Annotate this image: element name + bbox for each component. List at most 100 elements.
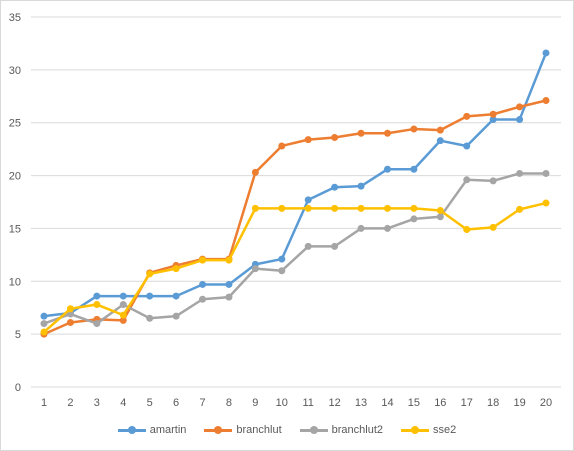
x-tick-label: 2 bbox=[67, 397, 73, 409]
x-tick-label: 15 bbox=[408, 397, 420, 409]
data-point-branchlut bbox=[119, 316, 127, 324]
x-tick-label: 18 bbox=[487, 397, 499, 409]
data-point-amartin bbox=[542, 49, 550, 57]
data-point-branchlut bbox=[542, 97, 550, 105]
legend-label: sse2 bbox=[433, 424, 457, 436]
data-point-amartin bbox=[331, 183, 339, 191]
legend: amartin branchlut branchlut2 sse2 bbox=[1, 424, 573, 436]
data-point-amartin bbox=[463, 142, 471, 150]
legend-item-sse2: sse2 bbox=[401, 424, 456, 436]
data-point-branchlut bbox=[278, 142, 286, 150]
data-point-branchlut bbox=[463, 112, 471, 120]
x-tick-label: 8 bbox=[226, 397, 232, 409]
data-point-sse2 bbox=[146, 270, 154, 278]
data-point-sse2 bbox=[383, 204, 391, 212]
data-point-branchlut bbox=[66, 319, 74, 327]
y-tick-label: 25 bbox=[9, 118, 21, 130]
data-point-branchlut2 bbox=[172, 312, 180, 320]
data-point-amartin bbox=[489, 116, 497, 124]
series-line-amartin bbox=[43, 52, 548, 318]
data-point-sse2 bbox=[436, 206, 444, 214]
legend-label: amartin bbox=[149, 424, 187, 436]
data-point-branchlut2 bbox=[489, 177, 497, 185]
data-point-branchlut bbox=[410, 125, 418, 133]
data-point-sse2 bbox=[516, 205, 524, 213]
data-point-branchlut2 bbox=[410, 215, 418, 223]
data-point-branchlut bbox=[383, 129, 391, 137]
data-point-sse2 bbox=[542, 199, 550, 207]
data-point-branchlut2 bbox=[66, 310, 74, 318]
x-tick-label: 16 bbox=[434, 397, 446, 409]
data-point-amartin bbox=[383, 165, 391, 173]
x-tick-label: 1 bbox=[41, 397, 47, 409]
data-point-amartin bbox=[225, 280, 233, 288]
data-point-branchlut bbox=[357, 129, 365, 137]
data-point-sse2 bbox=[357, 204, 365, 212]
data-point-sse2 bbox=[199, 256, 207, 264]
data-point-sse2 bbox=[251, 204, 259, 212]
x-tick-label: 20 bbox=[540, 397, 552, 409]
data-point-branchlut2 bbox=[331, 242, 339, 250]
legend-swatch bbox=[299, 425, 328, 435]
x-tick-label: 4 bbox=[120, 397, 126, 409]
data-point-sse2 bbox=[304, 204, 312, 212]
data-point-sse2 bbox=[225, 256, 233, 264]
x-tick-label: 11 bbox=[302, 397, 313, 409]
data-point-amartin bbox=[93, 292, 101, 300]
data-point-branchlut bbox=[489, 110, 497, 118]
data-point-amartin bbox=[278, 255, 286, 263]
x-tick-label: 3 bbox=[94, 397, 100, 409]
data-point-amartin bbox=[119, 292, 127, 300]
legend-swatch bbox=[204, 425, 233, 435]
series-line-branchlut2 bbox=[43, 172, 546, 325]
data-point-branchlut bbox=[251, 168, 259, 176]
y-tick-label: 20 bbox=[9, 171, 21, 183]
data-point-branchlut2 bbox=[119, 301, 127, 309]
x-tick-label: 9 bbox=[252, 397, 258, 409]
data-point-sse2 bbox=[463, 225, 471, 233]
legend-swatch bbox=[117, 425, 146, 435]
x-tick-label: 19 bbox=[513, 397, 525, 409]
data-point-sse2 bbox=[40, 328, 48, 336]
data-point-branchlut2 bbox=[199, 295, 207, 303]
data-point-amartin bbox=[410, 165, 418, 173]
series-line-branchlut bbox=[43, 99, 547, 336]
data-point-branchlut2 bbox=[542, 169, 550, 177]
x-tick-label: 14 bbox=[381, 397, 393, 409]
data-point-branchlut2 bbox=[516, 169, 524, 177]
data-point-branchlut2 bbox=[357, 224, 365, 232]
x-tick-label: 12 bbox=[329, 397, 341, 409]
data-point-amartin bbox=[40, 312, 48, 320]
y-tick-label: 35 bbox=[9, 12, 21, 24]
x-tick-label: 6 bbox=[173, 397, 179, 409]
data-point-branchlut bbox=[331, 134, 339, 142]
data-point-branchlut2 bbox=[251, 265, 259, 273]
data-point-sse2 bbox=[119, 311, 127, 319]
x-tick-label: 13 bbox=[355, 397, 367, 409]
data-point-amartin bbox=[304, 196, 312, 204]
legend-item-branchlut2: branchlut2 bbox=[299, 424, 383, 436]
legend-label: branchlut bbox=[236, 424, 282, 436]
data-point-branchlut bbox=[304, 136, 312, 144]
y-tick-label: 10 bbox=[9, 276, 21, 288]
data-point-sse2 bbox=[410, 204, 418, 212]
data-point-branchlut2 bbox=[304, 242, 312, 250]
x-tick-label: 17 bbox=[461, 397, 473, 409]
y-tick-label: 30 bbox=[9, 65, 21, 77]
data-point-branchlut bbox=[436, 126, 444, 134]
data-point-branchlut2 bbox=[40, 320, 48, 328]
x-tick-label: 7 bbox=[199, 397, 205, 409]
data-point-sse2 bbox=[331, 204, 339, 212]
data-point-amartin bbox=[146, 292, 154, 300]
data-point-branchlut bbox=[516, 103, 524, 111]
data-point-branchlut2 bbox=[278, 267, 286, 275]
data-point-branchlut2 bbox=[225, 293, 233, 301]
legend-item-amartin: amartin bbox=[117, 424, 187, 436]
data-point-branchlut2 bbox=[383, 224, 391, 232]
data-point-sse2 bbox=[172, 265, 180, 273]
data-point-branchlut2 bbox=[436, 213, 444, 221]
x-tick-label: 5 bbox=[147, 397, 153, 409]
x-tick-label: 10 bbox=[276, 397, 288, 409]
